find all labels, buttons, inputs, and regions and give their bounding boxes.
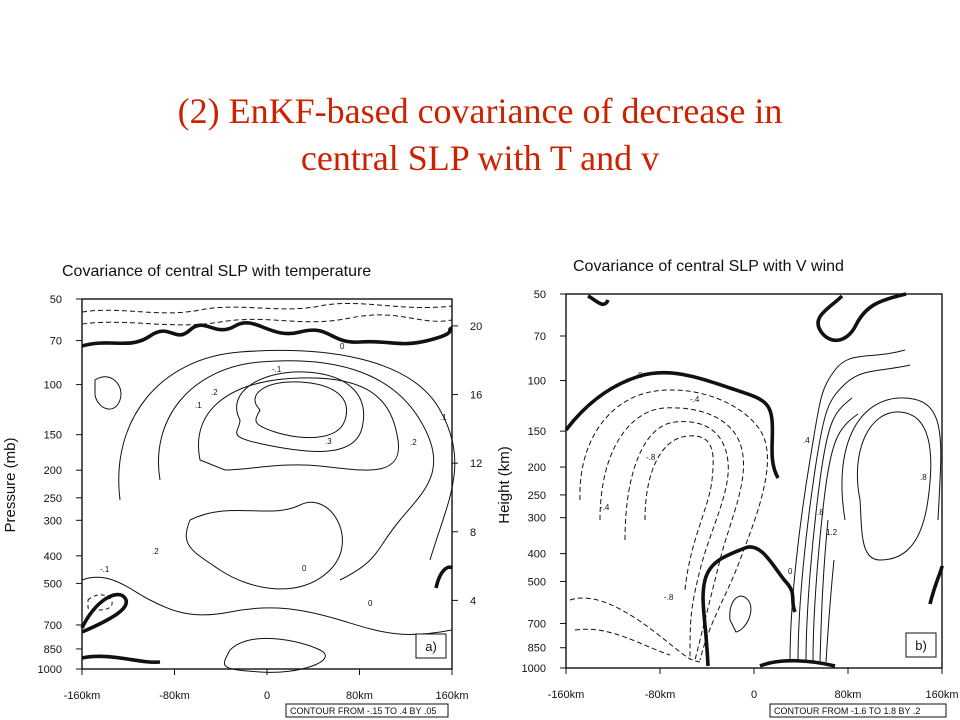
panel-a-clab-2: .1 xyxy=(195,401,202,410)
panel-b-ylabel: Height (km) xyxy=(496,446,513,524)
panel-b-xtick-label: 80km xyxy=(835,689,862,701)
panel-b-clab-2: -.8 xyxy=(646,453,656,462)
panel-a-frame xyxy=(81,298,453,670)
panel-b-contour-labels: 0 -.4 -.8 -.4 -.8 .4 .8 .8 1.2 0 xyxy=(600,371,927,602)
slide-title-line-1: (2) EnKF-based covariance of decrease in xyxy=(177,91,783,131)
panel-a-tag: a) xyxy=(425,639,437,654)
panel-b-ytick-label: 400 xyxy=(528,549,546,561)
panel-a-tag-box xyxy=(415,633,447,659)
panel-a-ytick-label: 70 xyxy=(50,336,62,348)
panel-a-rtick-label: 12 xyxy=(470,458,482,470)
panel-b-frame xyxy=(565,293,943,669)
panel-a-xtick-label: 160km xyxy=(435,690,468,702)
panel-b-ticks: -160km -80km 0 80km 160km 50 70 100 150 200 250 300… xyxy=(522,289,959,701)
panel-b-ytick-label: 70 xyxy=(534,331,546,343)
panel-a-ytick-label: 50 xyxy=(50,294,62,306)
panel-b-clab-4: -.8 xyxy=(664,593,674,602)
panel-a-ytick-label: 500 xyxy=(44,578,62,590)
panel-b-title: Covariance of central SLP with V wind xyxy=(573,258,844,275)
panel-b-ytick-label: 100 xyxy=(528,376,546,388)
panel-a-ytick-label: 300 xyxy=(44,515,62,527)
panel-a-rtick-label: 8 xyxy=(470,527,476,539)
panel-a-contours xyxy=(80,302,456,673)
panel-b-ytick-label: 50 xyxy=(534,289,546,301)
panel-a-ytick-label: 400 xyxy=(44,551,62,563)
panel-a-clab-0: 0 xyxy=(340,342,345,351)
panel-b-xtick-label: -160km xyxy=(548,689,585,701)
panel-a-clab-10: 0 xyxy=(368,599,373,608)
panel-b-clab-7: .8 xyxy=(817,508,824,517)
panel-a-clab-9: -.1 xyxy=(100,565,110,574)
panel-a-xtick-label: -80km xyxy=(159,690,190,702)
panel-a-note-box xyxy=(285,703,449,718)
panel-a-clab-8: 0 xyxy=(302,564,307,573)
panel-b: Covariance of central SLP with V wind He… xyxy=(496,258,959,701)
panel-a-rtick-label: 20 xyxy=(470,321,482,333)
panel-b-clab-9: 0 xyxy=(788,567,793,576)
panel-a-rtick-label: 4 xyxy=(470,595,476,607)
panel-b-clab-6: .8 xyxy=(920,473,927,482)
panel-a-clab-7: .2 xyxy=(152,547,159,556)
slide-title-line-2: central SLP with T and v xyxy=(300,138,660,178)
panel-a-ytick-label: 1000 xyxy=(38,664,62,676)
panel-a-ytick-label: 850 xyxy=(44,644,62,656)
panel-a-clab-4: .3 xyxy=(325,437,332,446)
panel-a-ylabel: Pressure (mb) xyxy=(2,437,19,532)
panel-b-ytick-label: 700 xyxy=(528,618,546,630)
panel-b-contours xyxy=(564,292,944,668)
panel-a-contour-note: CONTOUR FROM -.15 TO .4 BY .05 xyxy=(290,706,436,716)
panel-b-tag: b) xyxy=(915,638,927,653)
panel-a: Covariance of central SLP with temperatu… xyxy=(2,263,482,702)
panel-b-note-box xyxy=(769,703,947,718)
panel-b-ytick-label: 300 xyxy=(528,513,546,525)
panel-a-rtick-label: 16 xyxy=(470,390,482,402)
panel-b-ytick-label: 150 xyxy=(528,426,546,438)
panel-b-clab-3: -.4 xyxy=(600,503,610,512)
panel-b-ytick-label: 850 xyxy=(528,643,546,655)
panel-a-ytick-label: 250 xyxy=(44,493,62,505)
panel-a-clab-6: .1 xyxy=(440,413,447,422)
panel-a-xtick-label: -160km xyxy=(64,690,101,702)
panel-a-ytick-label: 700 xyxy=(44,620,62,632)
panel-a-title: Covariance of central SLP with temperatu… xyxy=(62,263,371,280)
panel-a-xtick-label: 80km xyxy=(346,690,373,702)
panel-b-tag-box xyxy=(905,632,937,658)
panel-a-clab-1: -.1 xyxy=(272,365,282,374)
panel-b-xtick-label: 160km xyxy=(925,689,958,701)
panel-b-clab-1: -.4 xyxy=(690,395,700,404)
panel-a-ytick-label: 100 xyxy=(44,380,62,392)
panel-a-clab-5: .2 xyxy=(410,438,417,447)
panel-b-contour-note: CONTOUR FROM -1.6 TO 1.8 BY .2 xyxy=(774,706,920,716)
panel-a-ytick-label: 150 xyxy=(44,430,62,442)
panel-a-contour-labels: 0 -.1 .1 .2 .3 .2 .1 .2 0 -.1 0 xyxy=(100,342,447,608)
panel-a-xtick-label: 0 xyxy=(264,690,270,702)
panel-b-ytick-label: 250 xyxy=(528,490,546,502)
panel-b-clab-5: .4 xyxy=(803,436,810,445)
slide-title: (2) EnKF-based covariance of decrease in… xyxy=(0,88,960,182)
panel-b-ytick-label: 500 xyxy=(528,576,546,588)
panel-a-ytick-label: 200 xyxy=(44,465,62,477)
panel-b-clab-8: 1.2 xyxy=(826,528,838,537)
panel-b-ytick-label: 1000 xyxy=(522,663,546,675)
panel-b-clab-0: 0 xyxy=(638,371,643,380)
panel-b-ytick-label: 200 xyxy=(528,462,546,474)
panel-b-xtick-label: -80km xyxy=(645,689,676,701)
panel-a-clab-3: .2 xyxy=(211,388,218,397)
panel-b-xtick-label: 0 xyxy=(751,689,757,701)
panel-a-ticks: -160km -80km 0 80km 160km5070100150200250300… xyxy=(38,294,483,702)
